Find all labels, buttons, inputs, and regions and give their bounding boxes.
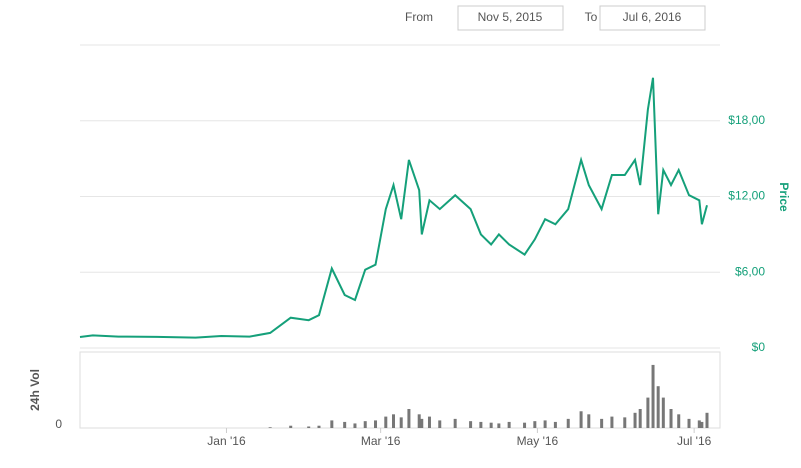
volume-bar [700,421,704,428]
y-tick-label: $18,00 [728,113,765,127]
volume-bar [438,420,442,428]
y-tick-label: $12,00 [728,189,765,203]
y-axis-title: Price [777,182,791,212]
volume-bar [489,422,493,428]
volume-bar [705,412,709,428]
x-tick-label: May '16 [517,434,559,448]
to-date[interactable]: Jul 6, 2016 [623,10,682,24]
volume-bar [479,421,483,428]
volume-bar [646,397,650,428]
volume-bar [687,418,691,428]
volume-bar [343,421,347,428]
volume-bar [353,423,357,428]
volume-bar [610,416,614,428]
volume-bar [553,421,557,428]
volume-bar [677,414,681,428]
x-tick-label: Jul '16 [677,434,712,448]
volume-bar [469,421,473,428]
x-tick-label: Mar '16 [361,434,401,448]
volume-panel [79,351,721,429]
from-input[interactable] [457,5,564,31]
volume-bar [392,414,395,428]
volume-bar [268,427,272,428]
volume-bar [523,422,527,428]
volume-bar [317,425,321,428]
y-tick-label: $6,00 [735,264,765,278]
volume-bar [651,364,655,428]
volume-bar [543,420,547,428]
volume-bar [661,397,665,428]
volume-bar [633,412,637,428]
volume-bar [656,386,660,428]
volume-bar [289,425,293,428]
volume-bar [697,420,701,428]
volume-bar [374,420,378,428]
to-input[interactable] [599,5,706,31]
x-tick-label: Jan '16 [207,434,246,448]
volume-bar [417,414,421,428]
price-line [79,77,708,339]
y-tick-label: $0 [752,340,766,354]
volume-bar [587,414,591,428]
volume-bar [420,418,424,428]
volume-bar [669,409,673,428]
from-date[interactable]: Nov 5, 2015 [478,10,543,24]
volume-bar [330,420,334,428]
volume-tick-label: 0 [55,417,62,431]
volume-bar [363,421,367,428]
volume-bar [384,416,388,428]
volume-bar [497,423,501,428]
volume-bar [307,426,311,428]
volume-bar [566,418,570,428]
volume-bar [399,417,403,428]
volume-bar [427,416,431,428]
to-label: To [585,10,598,24]
volume-bar [407,409,411,428]
volume-axis-title: 24h Vol [28,369,42,411]
volume-bar [579,411,583,428]
volume-bar [507,421,511,428]
volume-bar [600,418,604,428]
volume-bar [533,421,537,428]
volume-bar [638,409,642,428]
volume-bar [623,417,627,428]
from-label: From [405,10,433,24]
volume-bar [453,418,457,428]
